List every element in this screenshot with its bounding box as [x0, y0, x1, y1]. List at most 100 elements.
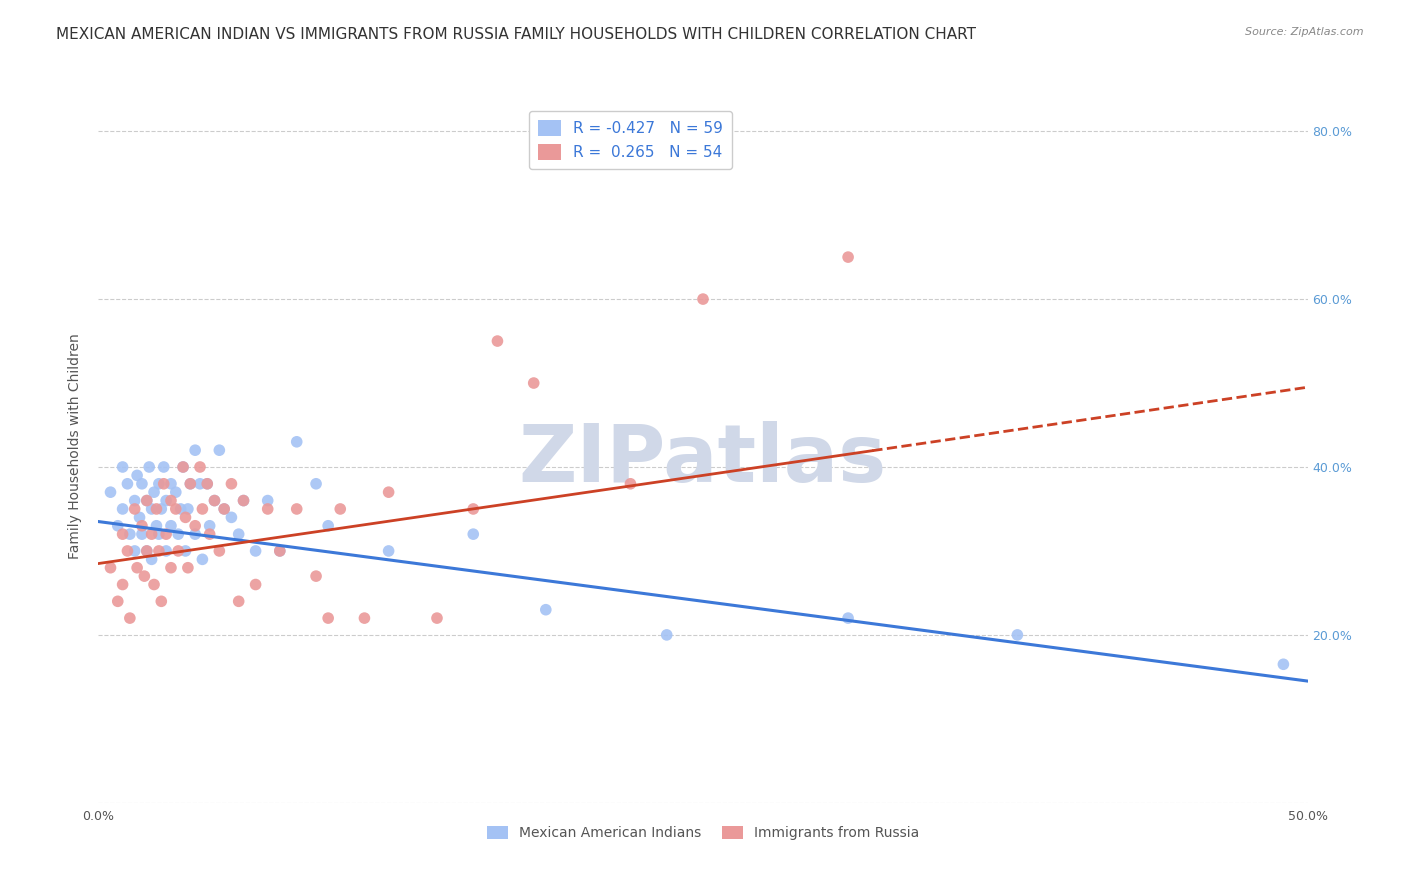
- Point: [160, 493, 183, 508]
- Point: [184, 443, 207, 458]
- Point: [117, 544, 139, 558]
- Point: [148, 476, 170, 491]
- Point: [152, 460, 174, 475]
- Point: [174, 510, 197, 524]
- Point: [692, 292, 714, 306]
- Point: [463, 527, 485, 541]
- Point: [184, 518, 207, 533]
- Point: [523, 376, 546, 390]
- Point: [131, 476, 153, 491]
- Point: [135, 493, 157, 508]
- Point: [127, 468, 149, 483]
- Point: [329, 502, 352, 516]
- Point: [285, 434, 308, 449]
- Point: [124, 544, 146, 558]
- Point: [160, 518, 183, 533]
- Point: [141, 552, 163, 566]
- Point: [221, 476, 243, 491]
- Text: Source: ZipAtlas.com: Source: ZipAtlas.com: [1246, 27, 1364, 37]
- Point: [124, 502, 146, 516]
- Point: [131, 527, 153, 541]
- Point: [256, 502, 278, 516]
- Point: [165, 485, 187, 500]
- Point: [127, 560, 149, 574]
- Point: [145, 502, 167, 516]
- Point: [124, 493, 146, 508]
- Point: [1272, 657, 1295, 672]
- Point: [111, 460, 134, 475]
- Point: [195, 476, 218, 491]
- Point: [305, 476, 328, 491]
- Point: [285, 502, 308, 516]
- Point: [152, 476, 174, 491]
- Point: [232, 493, 254, 508]
- Point: [256, 493, 278, 508]
- Point: [111, 577, 134, 591]
- Point: [128, 510, 150, 524]
- Legend: Mexican American Indians, Immigrants from Russia: Mexican American Indians, Immigrants fro…: [481, 821, 925, 846]
- Point: [228, 527, 250, 541]
- Point: [174, 544, 197, 558]
- Point: [305, 569, 328, 583]
- Point: [204, 493, 226, 508]
- Point: [245, 544, 267, 558]
- Point: [118, 611, 141, 625]
- Point: [134, 569, 156, 583]
- Point: [353, 611, 375, 625]
- Point: [165, 502, 187, 516]
- Point: [198, 518, 221, 533]
- Point: [155, 493, 177, 508]
- Point: [486, 334, 509, 348]
- Point: [150, 502, 173, 516]
- Point: [143, 485, 166, 500]
- Point: [107, 594, 129, 608]
- Point: [198, 527, 221, 541]
- Point: [135, 493, 157, 508]
- Point: [269, 544, 291, 558]
- Point: [232, 493, 254, 508]
- Point: [172, 460, 194, 475]
- Point: [377, 544, 399, 558]
- Point: [117, 476, 139, 491]
- Point: [111, 527, 134, 541]
- Point: [655, 628, 678, 642]
- Point: [145, 518, 167, 533]
- Point: [155, 544, 177, 558]
- Point: [177, 560, 200, 574]
- Point: [141, 502, 163, 516]
- Point: [188, 476, 211, 491]
- Point: [100, 485, 122, 500]
- Point: [204, 493, 226, 508]
- Point: [107, 518, 129, 533]
- Point: [316, 518, 339, 533]
- Point: [131, 518, 153, 533]
- Point: [143, 577, 166, 591]
- Point: [228, 594, 250, 608]
- Point: [172, 460, 194, 475]
- Point: [212, 502, 235, 516]
- Point: [316, 611, 339, 625]
- Point: [208, 544, 231, 558]
- Point: [160, 476, 183, 491]
- Point: [167, 544, 190, 558]
- Point: [155, 527, 177, 541]
- Point: [426, 611, 449, 625]
- Point: [100, 560, 122, 574]
- Point: [184, 527, 207, 541]
- Point: [135, 544, 157, 558]
- Point: [167, 527, 190, 541]
- Point: [245, 577, 267, 591]
- Point: [837, 611, 859, 625]
- Point: [377, 485, 399, 500]
- Point: [111, 502, 134, 516]
- Point: [179, 476, 201, 491]
- Point: [195, 476, 218, 491]
- Text: MEXICAN AMERICAN INDIAN VS IMMIGRANTS FROM RUSSIA FAMILY HOUSEHOLDS WITH CHILDRE: MEXICAN AMERICAN INDIAN VS IMMIGRANTS FR…: [56, 27, 976, 42]
- Point: [148, 527, 170, 541]
- Point: [169, 502, 191, 516]
- Point: [179, 476, 201, 491]
- Point: [191, 502, 214, 516]
- Point: [269, 544, 291, 558]
- Point: [221, 510, 243, 524]
- Point: [212, 502, 235, 516]
